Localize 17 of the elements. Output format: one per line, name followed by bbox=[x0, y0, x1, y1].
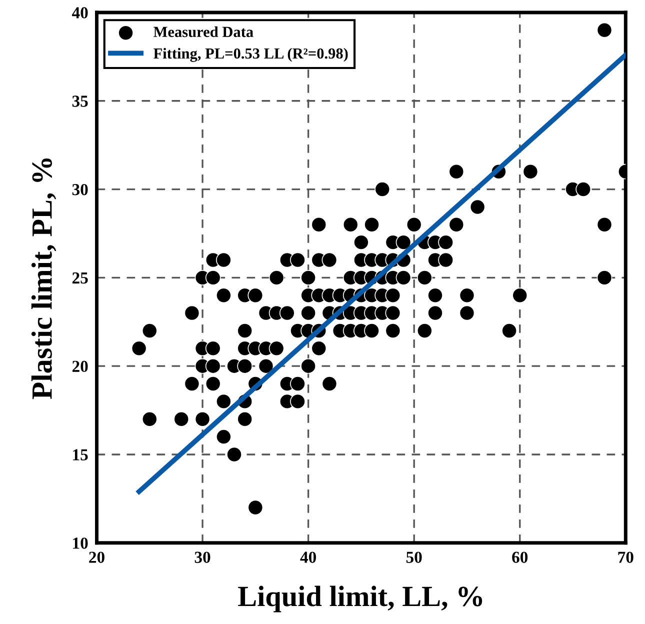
legend-label: Fitting, PL=0.53 LL (R²=0.98) bbox=[154, 48, 348, 62]
y-tick-label: 25 bbox=[72, 272, 88, 284]
y-tick-label: 20 bbox=[72, 360, 88, 372]
x-axis-title: Liquid limit, LL, % bbox=[238, 586, 482, 612]
y-tick-label: 40 bbox=[72, 7, 88, 18]
y-tick-label: 35 bbox=[72, 96, 88, 107]
x-tick-label: 50 bbox=[406, 552, 422, 563]
x-tick-label: 70 bbox=[618, 552, 634, 563]
x-tick-label: 60 bbox=[512, 552, 528, 563]
x-tick-label: 30 bbox=[194, 552, 210, 563]
y-axis-title: Plastic limit, PL, % bbox=[31, 158, 56, 400]
y-tick-label: 30 bbox=[72, 184, 88, 196]
legend-label: Measured Data bbox=[154, 26, 254, 38]
y-tick-label: 10 bbox=[73, 538, 88, 549]
y-tick-label: 15 bbox=[73, 449, 88, 460]
x-tick-label: 40 bbox=[300, 552, 316, 563]
x-tick-label: 20 bbox=[89, 552, 104, 563]
